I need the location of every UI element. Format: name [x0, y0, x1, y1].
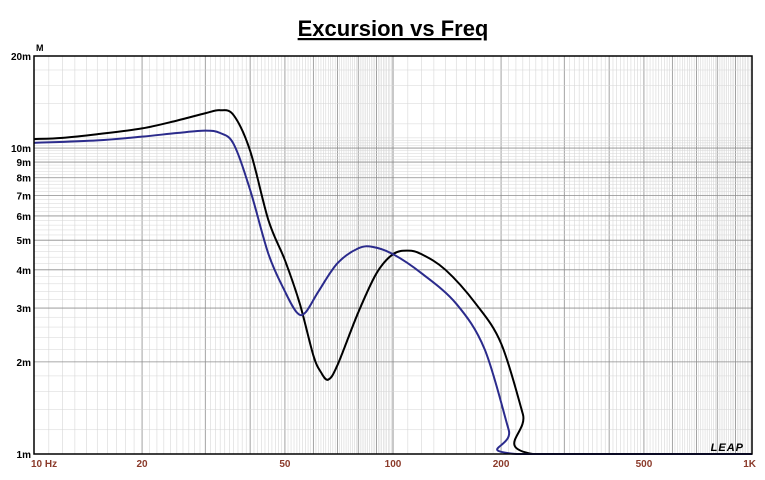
y-tick-label: 4m	[17, 266, 32, 277]
y-tick-label: 7m	[17, 191, 32, 202]
y-tick-label: 1m	[17, 450, 32, 461]
y-tick-label: 5m	[17, 236, 32, 247]
y-tick-label: 3m	[17, 304, 32, 315]
y-tick-label: 10m	[11, 144, 31, 155]
x-tick-label: 1K	[743, 459, 757, 470]
y-tick-label: 9m	[17, 158, 32, 169]
y-tick-labels: 20m 10m 9m 8m 7m 6m 5m 4m 3m 2m 1m	[11, 52, 31, 461]
x-tick-label: 100	[385, 459, 402, 470]
x-tick-label: 20	[137, 459, 149, 470]
x-tick-label: 10 Hz	[31, 459, 57, 470]
series-group	[33, 109, 752, 455]
chart-title: Excursion vs Freq	[298, 16, 489, 41]
grid	[34, 56, 752, 454]
x-tick-labels: 10 Hz 20 50 100 200 500 1K	[31, 459, 757, 470]
y-tick-label: 8m	[17, 174, 32, 185]
x-tick-label: 500	[636, 459, 653, 470]
x-tick-label: 50	[279, 459, 291, 470]
leap-logo: LEAP	[711, 442, 744, 454]
series-line-2	[33, 129, 752, 455]
x-tick-label: 200	[493, 459, 510, 470]
y-unit-label: M	[36, 43, 44, 53]
y-tick-label: 2m	[17, 358, 32, 369]
plot-frame	[33, 55, 753, 455]
series-line-1	[33, 109, 752, 455]
y-tick-label: 6m	[17, 212, 32, 223]
y-tick-label: 20m	[11, 52, 31, 63]
